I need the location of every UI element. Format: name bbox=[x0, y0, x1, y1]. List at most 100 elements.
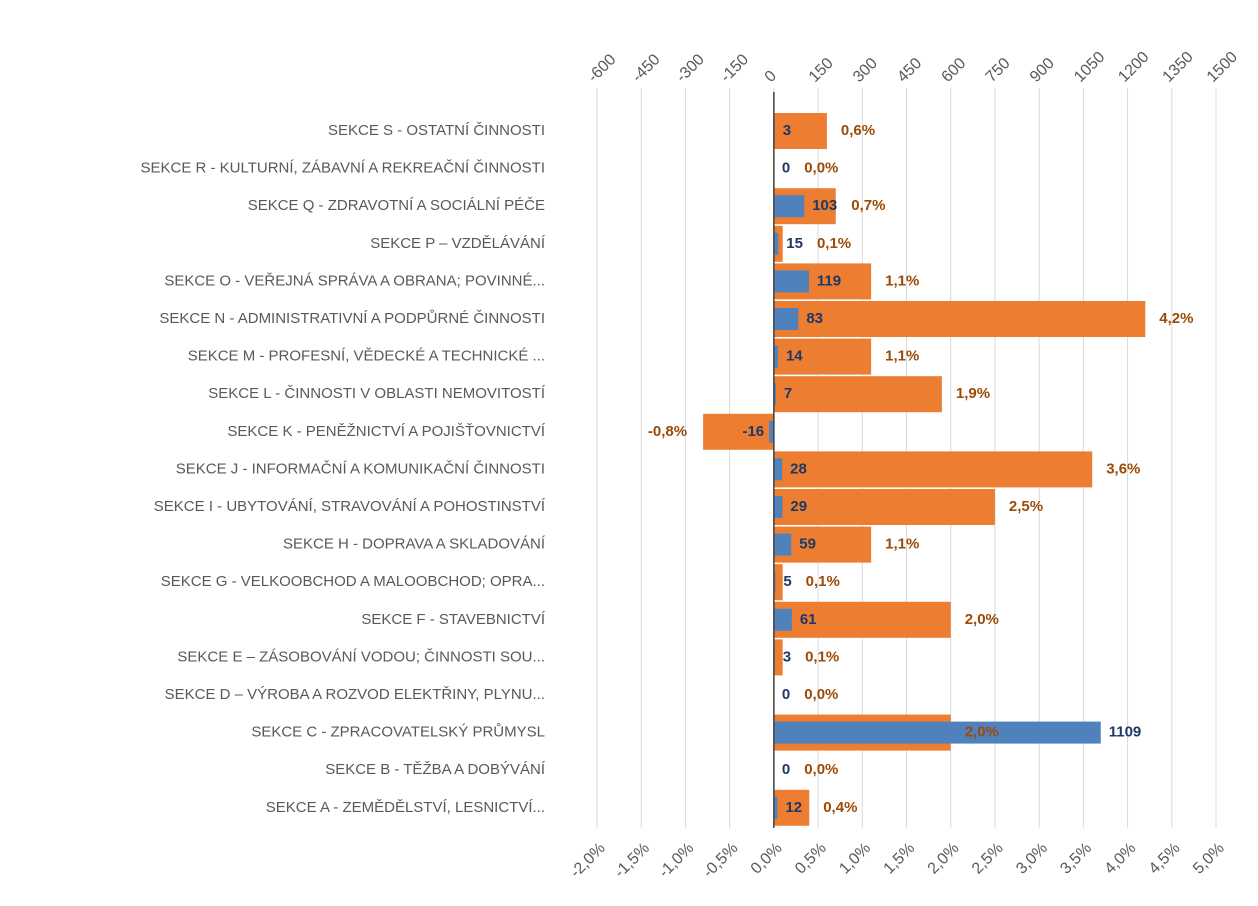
category-label: SEKCE G - VELKOOBCHOD A MALOOBCHOD; OPRA… bbox=[161, 573, 545, 590]
bar bbox=[773, 301, 1146, 337]
x2-tick-label: 450 bbox=[894, 55, 925, 86]
category-label: SEKCE H - DOPRAVA A SKLADOVÁNÍ bbox=[283, 536, 546, 553]
x2-tick-label: 900 bbox=[1027, 55, 1058, 86]
data-label: 0 bbox=[782, 160, 790, 177]
x-tick-label: 1,5% bbox=[881, 840, 919, 878]
data-label: 2,0% bbox=[965, 611, 999, 628]
bar bbox=[773, 789, 810, 826]
bar bbox=[773, 496, 783, 518]
category-label: SEKCE O - VEŘEJNÁ SPRÁVA A OBRANA; POVIN… bbox=[164, 272, 545, 289]
category-label: SEKCE L - ČINNOSTI V OBLASTI NEMOVITOSTÍ bbox=[208, 385, 546, 402]
x-tick-label: 3,5% bbox=[1057, 840, 1095, 878]
data-label: 15 bbox=[786, 235, 803, 252]
category-label: SEKCE J - INFORMAČNÍ A KOMUNIKAČNÍ ČINNO… bbox=[176, 460, 545, 477]
data-label: 0 bbox=[782, 761, 790, 778]
data-label: 0 bbox=[782, 686, 790, 703]
x2-tick-label: 600 bbox=[939, 55, 970, 86]
category-label: SEKCE C - ZPRACOVATELSKÝ PRŮMYSL bbox=[251, 723, 545, 741]
category-label: SEKCE E – ZÁSOBOVÁNÍ VODOU; ČINNOSTI SOU… bbox=[177, 648, 545, 665]
bar bbox=[773, 232, 779, 255]
data-label: 3 bbox=[783, 648, 791, 665]
category-label: SEKCE Q - ZDRAVOTNÍ A SOCIÁLNÍ PÉČE bbox=[248, 197, 545, 214]
bar bbox=[773, 270, 809, 293]
data-label: 0,7% bbox=[851, 197, 885, 214]
category-label: SEKCE D – VÝROBA A ROZVOD ELEKTŘINY, PLY… bbox=[165, 686, 545, 703]
bar bbox=[773, 533, 792, 556]
bar bbox=[773, 338, 872, 375]
x-tick-label: -1,5% bbox=[611, 840, 653, 882]
x2-tick-label: 1350 bbox=[1160, 49, 1197, 86]
data-label: 7 bbox=[784, 385, 792, 402]
data-label: 3,6% bbox=[1106, 460, 1140, 477]
bar bbox=[773, 721, 1101, 744]
data-label: 12 bbox=[785, 799, 802, 816]
category-label: SEKCE S - OSTATNÍ ČINNOSTI bbox=[328, 122, 545, 139]
bar bbox=[773, 113, 827, 149]
category-label: SEKCE R - KULTURNÍ, ZÁBAVNÍ A REKREAČNÍ … bbox=[140, 160, 545, 177]
data-label: 2,0% bbox=[965, 724, 999, 741]
data-label: 28 bbox=[790, 460, 807, 477]
data-label: 4,2% bbox=[1159, 310, 1193, 327]
x2-tick-label: -600 bbox=[585, 51, 620, 86]
data-label: 0,1% bbox=[806, 573, 840, 590]
x-tick-label: 4,5% bbox=[1146, 840, 1184, 878]
bar bbox=[773, 308, 799, 330]
x-tick-label: 4,0% bbox=[1102, 840, 1140, 878]
data-label: 1,1% bbox=[885, 536, 919, 553]
bar bbox=[773, 458, 783, 481]
data-label: 83 bbox=[806, 310, 823, 327]
x-tick-label: 1,0% bbox=[836, 840, 874, 878]
bar bbox=[773, 639, 783, 676]
x2-tick-label: -450 bbox=[629, 51, 664, 86]
data-label: 0,6% bbox=[841, 122, 875, 139]
x-tick-label: 0,0% bbox=[748, 840, 786, 878]
bar bbox=[773, 489, 995, 525]
x2-tick-label: 1200 bbox=[1115, 49, 1152, 86]
bar bbox=[773, 345, 778, 368]
category-label: SEKCE B - TĚŽBA A DOBÝVÁNÍ bbox=[325, 761, 546, 778]
data-label: 1109 bbox=[1109, 724, 1142, 741]
data-label: 14 bbox=[786, 348, 803, 365]
data-label: 1,9% bbox=[956, 385, 990, 402]
data-label: 2,5% bbox=[1009, 498, 1043, 515]
x-tick-label: 3,0% bbox=[1013, 840, 1051, 878]
data-label: 119 bbox=[817, 272, 841, 289]
data-label: 1,1% bbox=[885, 272, 919, 289]
category-label: SEKCE N - ADMINISTRATIVNÍ A PODPŮRNÉ ČIN… bbox=[159, 309, 545, 327]
bar bbox=[773, 451, 1093, 488]
data-label: 0,0% bbox=[804, 761, 838, 778]
data-label: 61 bbox=[800, 611, 817, 628]
bar bbox=[769, 420, 774, 443]
x2-tick-label: 1500 bbox=[1204, 49, 1241, 86]
data-label: 0,1% bbox=[817, 235, 851, 252]
data-label: 103 bbox=[812, 197, 837, 214]
category-label: SEKCE M - PROFESNÍ, VĚDECKÉ A TECHNICKÉ … bbox=[188, 348, 545, 365]
bar bbox=[773, 376, 942, 413]
data-label: -16 bbox=[742, 423, 764, 440]
data-label: 1,1% bbox=[885, 348, 919, 365]
data-label: 3 bbox=[783, 122, 791, 139]
x-tick-label: 0,5% bbox=[792, 840, 830, 878]
bar bbox=[773, 564, 783, 601]
x-tick-label: 5,0% bbox=[1190, 840, 1228, 878]
x2-tick-label: 1050 bbox=[1071, 49, 1108, 86]
category-label: SEKCE K - PENĚŽNICTVÍ A POJIŠŤOVNICTVÍ bbox=[227, 423, 545, 440]
bar bbox=[773, 195, 805, 218]
category-label: SEKCE A - ZEMĚDĚLSTVÍ, LESNICTVÍ... bbox=[266, 799, 545, 816]
x2-tick-label: 150 bbox=[806, 55, 837, 86]
category-label: SEKCE P – VZDĚLÁVÁNÍ bbox=[370, 235, 546, 252]
data-label: 0,1% bbox=[805, 648, 839, 665]
data-label: 29 bbox=[790, 498, 807, 515]
data-label: 0,4% bbox=[823, 799, 857, 816]
bar bbox=[773, 601, 951, 638]
x2-tick-label: 750 bbox=[983, 55, 1014, 86]
x2-tick-label: -150 bbox=[717, 51, 752, 86]
data-label: 59 bbox=[799, 536, 816, 553]
x-tick-label: 2,0% bbox=[925, 840, 963, 878]
data-label: 0,0% bbox=[804, 160, 838, 177]
x-tick-label: -0,5% bbox=[700, 840, 742, 882]
bar bbox=[773, 383, 776, 406]
category-label: SEKCE F - STAVEBNICTVÍ bbox=[361, 611, 545, 628]
x-tick-label: -2,0% bbox=[567, 840, 609, 882]
